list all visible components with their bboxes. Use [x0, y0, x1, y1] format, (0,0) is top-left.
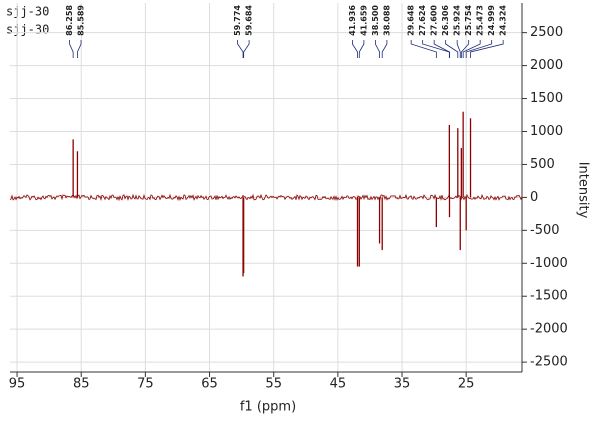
y-tick-label: -1000 [530, 256, 568, 271]
label-connector [460, 40, 470, 58]
peak-label: 86.258 [65, 5, 74, 36]
spectrum-title: sjj-30 [6, 5, 49, 19]
y-tick-label: -1500 [530, 289, 568, 304]
x-tick-label: 95 [9, 377, 26, 392]
peak-label: 25.924 [453, 5, 462, 36]
label-connector [381, 40, 388, 58]
x-tick-label: 85 [73, 377, 90, 392]
peak-label: 24.999 [487, 5, 496, 36]
peak-label: 26.306 [441, 5, 450, 36]
label-connector [462, 40, 481, 58]
y-tick-label: 1500 [530, 91, 563, 106]
label-connector [358, 40, 365, 58]
y-tick-label: 2000 [530, 58, 563, 73]
peak-label: 38.088 [382, 5, 391, 36]
y-tick-label: -500 [530, 223, 560, 238]
label-connector [69, 40, 74, 58]
peak-label: 27.624 [418, 5, 427, 36]
peak-label: 41.936 [348, 5, 357, 36]
y-tick-label: -2500 [530, 355, 568, 370]
label-connector [374, 40, 380, 58]
label-connector [433, 40, 450, 58]
x-tick-label: 35 [394, 377, 411, 392]
peak-label: 85.589 [77, 5, 86, 36]
label-connector [243, 40, 250, 58]
y-tick-label: 500 [530, 157, 555, 172]
y-axis-label: Intensity [576, 162, 591, 219]
peak-label: 29.648 [407, 5, 416, 36]
label-connector [237, 40, 244, 58]
y-tick-label: 0 [530, 190, 538, 205]
peak-label: 41.659 [359, 5, 368, 36]
spectrum-title: sjj-30 [6, 23, 49, 37]
peak-label: 24.324 [499, 5, 508, 36]
label-connector [410, 40, 437, 58]
y-tick-label: 1000 [530, 124, 563, 139]
label-connector [445, 40, 459, 58]
x-tick-label: 55 [265, 377, 282, 392]
label-connector [456, 40, 461, 58]
peak-label: 59.684 [245, 5, 254, 36]
label-connector [351, 40, 358, 58]
peak-label: 25.473 [476, 5, 485, 36]
x-tick-label: 65 [201, 377, 218, 392]
x-tick-label: 45 [330, 377, 347, 392]
label-connector [470, 40, 504, 58]
peak-label: 59.774 [233, 5, 242, 36]
peak-label: 25.754 [464, 5, 473, 36]
label-connector [465, 40, 493, 58]
x-tick-label: 25 [458, 377, 475, 392]
peak-label: 38.500 [371, 5, 380, 36]
x-tick-label: 75 [137, 377, 154, 392]
y-tick-label: -2000 [530, 322, 568, 337]
y-tick-label: 2500 [530, 25, 563, 40]
peak-label: 27.600 [430, 5, 439, 36]
x-axis-label: f1 (ppm) [240, 400, 296, 415]
label-connector [77, 40, 82, 58]
